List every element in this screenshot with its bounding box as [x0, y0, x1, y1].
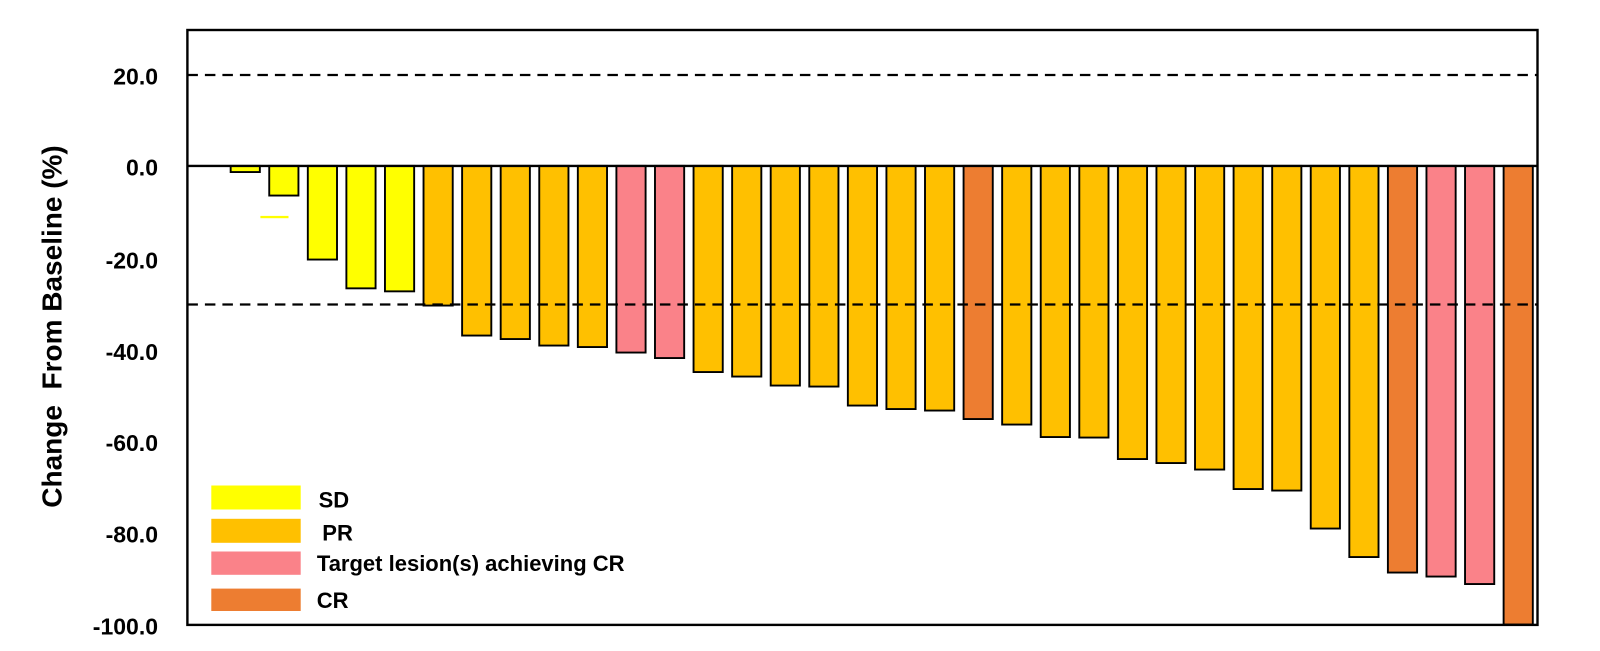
- svg-text:PR: PR: [322, 521, 353, 546]
- svg-text:SD: SD: [319, 487, 350, 512]
- svg-text:0.0: 0.0: [126, 154, 158, 180]
- svg-text:-60.0: -60.0: [106, 430, 158, 456]
- svg-text:-80.0: -80.0: [106, 521, 158, 547]
- svg-text:-40.0: -40.0: [106, 339, 158, 365]
- svg-text:20.0: 20.0: [113, 63, 158, 89]
- svg-text:CR: CR: [317, 588, 349, 613]
- svg-text:Change From Baseline (%): Change From Baseline (%): [37, 145, 68, 508]
- svg-text:-20.0: -20.0: [106, 247, 158, 273]
- svg-text:Target lesion(s) achieving CR: Target lesion(s) achieving CR: [317, 551, 625, 576]
- svg-text:-100.0: -100.0: [93, 613, 158, 639]
